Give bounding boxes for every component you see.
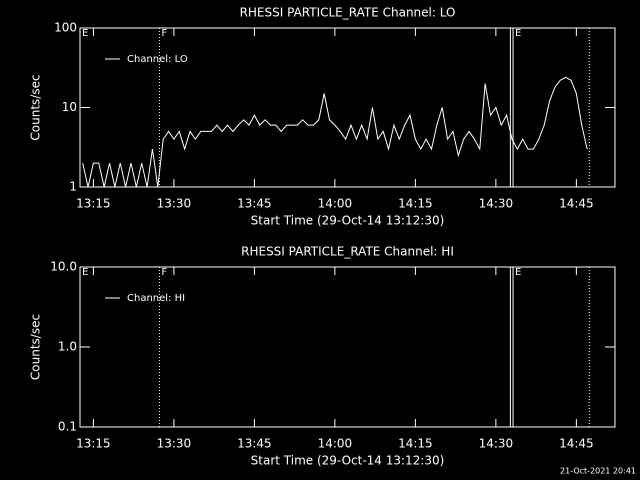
- marker-label: F: [161, 28, 167, 39]
- x-axis-label: Start Time (29-Oct-14 13:12:30): [251, 454, 445, 468]
- x-tick-label: 13:15: [76, 197, 111, 211]
- y-axis-label: Counts/sec: [29, 74, 43, 140]
- marker-label: E: [515, 28, 521, 39]
- x-tick-label: 13:30: [157, 437, 192, 451]
- y-tick-label: 10.0: [50, 260, 77, 274]
- x-tick-label: 13:45: [237, 197, 272, 211]
- y-tick-label: 100: [54, 21, 77, 35]
- marker-label: E: [515, 267, 521, 278]
- x-tick-label: 14:15: [398, 437, 433, 451]
- legend-label: Channel: HI: [127, 293, 185, 304]
- marker-label: F: [161, 267, 167, 278]
- x-tick-label: 14:45: [559, 197, 594, 211]
- chart-title: RHESSI PARTICLE_RATE Channel: HI: [241, 245, 454, 259]
- y-axis-label: Counts/sec: [29, 314, 43, 380]
- x-tick-label: 13:30: [157, 197, 192, 211]
- y-tick-label: 1.0: [58, 340, 77, 354]
- legend-label: Channel: LO: [127, 54, 188, 65]
- marker-label: E: [82, 28, 88, 39]
- x-tick-label: 14:15: [398, 197, 433, 211]
- x-tick-label: 14:30: [479, 197, 514, 211]
- footer: 21-Oct-2021 20:41: [560, 467, 636, 476]
- y-tick-label: 1: [69, 180, 77, 194]
- plot-frame: [79, 266, 616, 428]
- x-tick-label: 14:30: [479, 437, 514, 451]
- y-tick-label: 0.1: [58, 420, 77, 434]
- x-tick-label: 13:45: [237, 437, 272, 451]
- x-tick-label: 13:15: [76, 437, 111, 451]
- chart-title: RHESSI PARTICLE_RATE Channel: LO: [240, 6, 456, 20]
- x-tick-label: 14:00: [318, 197, 353, 211]
- y-tick-label: 10: [62, 100, 77, 114]
- data-line: [82, 76, 588, 188]
- x-tick-label: 14:00: [318, 437, 353, 451]
- marker-label: E: [82, 267, 88, 278]
- x-tick-label: 14:45: [559, 437, 594, 451]
- x-axis-label: Start Time (29-Oct-14 13:12:30): [251, 214, 445, 228]
